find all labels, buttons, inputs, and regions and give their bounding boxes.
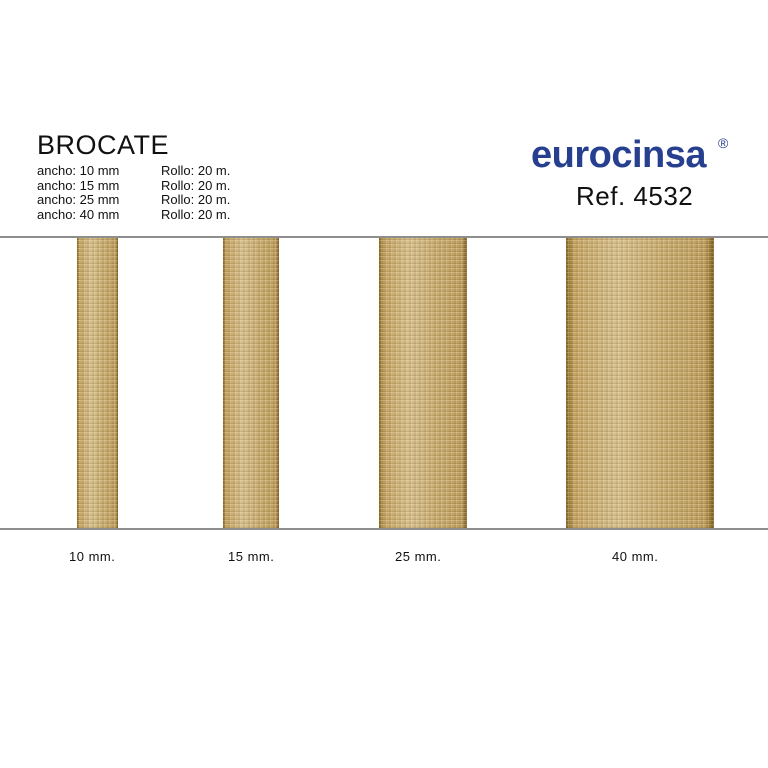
- registered-mark: ®: [718, 135, 729, 151]
- spec-roll: Rollo: 20 m.: [161, 177, 231, 193]
- top-divider: [0, 236, 768, 238]
- spec-width: ancho: 10 mm: [37, 163, 120, 178]
- spec-row: ancho: 40 mm Rollo: 20 m.: [37, 206, 231, 223]
- spec-width: ancho: 25 mm: [37, 192, 120, 208]
- spec-row: ancho: 25 mm Rollo: 20 m.: [37, 193, 230, 208]
- size-label: 40 mm.: [612, 549, 659, 564]
- brand-logo: eurocinsa: [531, 134, 707, 176]
- ribbon-sample-25mm: [379, 238, 467, 529]
- spec-roll: Rollo: 20 m.: [161, 163, 231, 178]
- product-title: BROCATE: [37, 130, 170, 160]
- ribbon-sample-15mm: [223, 238, 279, 529]
- spec-row: ancho: 10 mm Rollo: 20 m.: [37, 163, 231, 179]
- reference-number: Ref. 4532: [576, 181, 694, 211]
- ribbon-sample-40mm: [566, 238, 714, 529]
- spec-roll: Rollo: 20 m.: [161, 192, 231, 208]
- spec-roll: Rollo: 20 m.: [161, 206, 231, 222]
- spec-list: ancho: 10 mm Rollo: 20 m. ancho: 15 mm Rol…: [37, 163, 231, 223]
- size-label: 25 mm.: [395, 549, 442, 564]
- spec-width: ancho: 40 mm: [37, 206, 120, 222]
- size-label: 10 mm.: [69, 549, 116, 564]
- ribbon-sample-10mm: [77, 238, 118, 529]
- spec-row: ancho: 15 mm Rollo: 20 m.: [37, 177, 231, 194]
- size-label: 15 mm.: [228, 549, 275, 564]
- spec-width: ancho: 15 mm: [37, 177, 120, 193]
- bottom-divider: [0, 528, 768, 530]
